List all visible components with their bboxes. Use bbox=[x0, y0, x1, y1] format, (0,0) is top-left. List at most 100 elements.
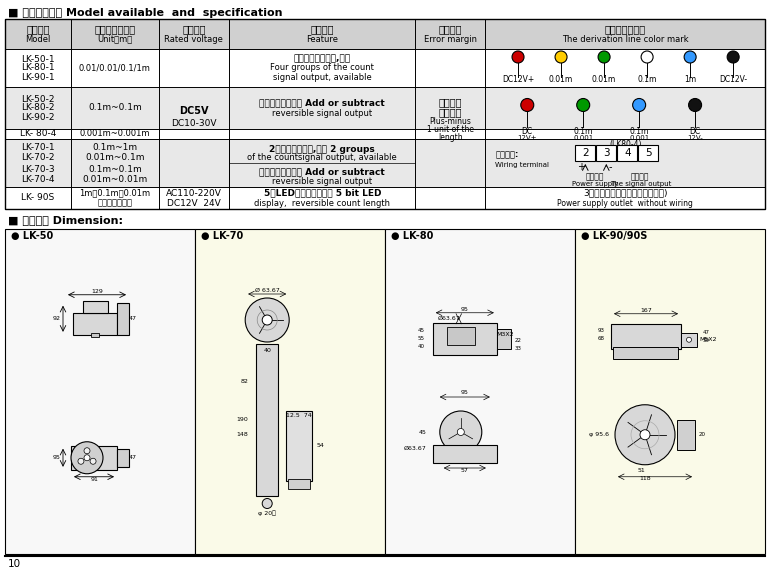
Text: 10: 10 bbox=[8, 559, 21, 569]
Text: LK-50-1: LK-50-1 bbox=[22, 55, 55, 64]
Bar bbox=[288, 479, 310, 488]
Text: 0.1m: 0.1m bbox=[629, 126, 649, 135]
Bar bbox=[485, 49, 765, 87]
Text: ■ 可供型号规格 Model available  and  specification: ■ 可供型号规格 Model available and specificati… bbox=[8, 8, 283, 18]
Text: Power supply outlet  without wiring: Power supply outlet without wiring bbox=[557, 199, 693, 207]
Text: 167: 167 bbox=[640, 308, 652, 313]
Text: 45: 45 bbox=[418, 328, 425, 333]
Text: 92: 92 bbox=[53, 316, 61, 321]
Text: 95: 95 bbox=[53, 455, 61, 460]
Text: The signal output: The signal output bbox=[610, 181, 671, 187]
Text: 0.001: 0.001 bbox=[573, 135, 594, 141]
Bar bbox=[195, 229, 385, 554]
Bar bbox=[5, 49, 71, 87]
Text: length: length bbox=[438, 134, 463, 142]
Bar bbox=[677, 420, 695, 450]
Text: 20: 20 bbox=[699, 432, 706, 437]
Text: 功能特点: 功能特点 bbox=[310, 24, 334, 34]
Text: Ø 63.67: Ø 63.67 bbox=[255, 288, 280, 293]
Text: LK-80-1: LK-80-1 bbox=[22, 64, 55, 72]
Text: ● LK-80: ● LK-80 bbox=[391, 231, 434, 241]
Text: LK-90-2: LK-90-2 bbox=[22, 113, 55, 122]
Circle shape bbox=[598, 51, 610, 63]
Bar bbox=[5, 87, 71, 129]
Text: Feature: Feature bbox=[306, 34, 338, 44]
Bar bbox=[159, 19, 229, 49]
Circle shape bbox=[684, 51, 696, 63]
Bar bbox=[71, 187, 159, 209]
Bar bbox=[415, 49, 485, 87]
Text: 5: 5 bbox=[645, 148, 651, 158]
Text: 1m: 1m bbox=[684, 76, 696, 84]
Text: display,  reversible count length: display, reversible count length bbox=[254, 199, 390, 207]
Bar bbox=[71, 87, 159, 129]
Text: 95: 95 bbox=[461, 307, 469, 312]
Bar bbox=[229, 187, 415, 209]
Bar bbox=[5, 229, 195, 554]
Bar bbox=[415, 139, 485, 187]
Text: 4: 4 bbox=[624, 148, 631, 158]
Bar bbox=[433, 323, 497, 355]
Circle shape bbox=[90, 458, 96, 464]
Circle shape bbox=[512, 51, 524, 63]
Text: LK-70-3: LK-70-3 bbox=[22, 165, 55, 173]
Text: 33: 33 bbox=[515, 346, 522, 351]
Bar bbox=[159, 187, 229, 209]
Text: 1m、0.1m、0.01m: 1m、0.1m、0.01m bbox=[79, 188, 150, 197]
Text: M3X2: M3X2 bbox=[496, 332, 514, 338]
Circle shape bbox=[457, 429, 464, 436]
Circle shape bbox=[521, 99, 534, 111]
Bar bbox=[229, 139, 415, 187]
Text: 3芯电源插只须通上电源即可计长): 3芯电源插只须通上电源即可计长) bbox=[583, 188, 668, 197]
Text: LK-70-2: LK-70-2 bbox=[22, 153, 55, 162]
Bar bbox=[575, 229, 765, 554]
Text: 精度误差: 精度误差 bbox=[439, 24, 462, 34]
Text: 0.001: 0.001 bbox=[629, 135, 649, 141]
Text: Power supply: Power supply bbox=[572, 181, 618, 187]
Text: 0.01m: 0.01m bbox=[549, 76, 573, 84]
Text: 22: 22 bbox=[515, 338, 522, 343]
Bar bbox=[385, 229, 575, 554]
Text: （订货时选定）: （订货时选定） bbox=[97, 199, 132, 207]
Text: 91: 91 bbox=[91, 477, 99, 482]
Bar bbox=[415, 129, 485, 139]
Text: of the countsignal output, available: of the countsignal output, available bbox=[247, 153, 397, 162]
Bar bbox=[91, 333, 99, 337]
Text: 12.5  74: 12.5 74 bbox=[286, 413, 312, 418]
Text: 电源电压: 电源电压 bbox=[182, 24, 206, 34]
Text: 0.1m~0.1m: 0.1m~0.1m bbox=[88, 103, 142, 113]
Circle shape bbox=[245, 298, 290, 342]
Text: 5位LED显示、可逆计长 5 bit LED: 5位LED显示、可逆计长 5 bit LED bbox=[263, 188, 381, 197]
Text: 引出线颜色标注: 引出线颜色标注 bbox=[604, 24, 646, 34]
Bar bbox=[73, 313, 117, 335]
Circle shape bbox=[633, 99, 645, 111]
Text: LK-70-4: LK-70-4 bbox=[22, 176, 55, 184]
Text: reversible signal output: reversible signal output bbox=[273, 177, 373, 187]
Text: 电源输入: 电源输入 bbox=[586, 173, 604, 181]
Circle shape bbox=[577, 99, 590, 111]
Bar bbox=[681, 333, 697, 347]
Text: -: - bbox=[608, 162, 612, 172]
Text: ● LK-90/90S: ● LK-90/90S bbox=[581, 231, 648, 241]
Bar bbox=[5, 19, 71, 49]
Text: M5X2: M5X2 bbox=[699, 338, 717, 342]
Bar bbox=[5, 187, 71, 209]
Text: 93: 93 bbox=[598, 328, 605, 333]
Text: DC: DC bbox=[689, 126, 701, 135]
Bar bbox=[5, 19, 765, 209]
Bar bbox=[159, 129, 229, 139]
Text: 190: 190 bbox=[236, 417, 248, 422]
Text: 47: 47 bbox=[129, 316, 137, 321]
Text: 1 unit of the: 1 unit of the bbox=[427, 126, 474, 134]
Text: 118: 118 bbox=[639, 476, 651, 481]
Text: +: + bbox=[578, 162, 585, 172]
Text: 0.1m: 0.1m bbox=[638, 76, 657, 84]
Text: Four groups of the count: Four groups of the count bbox=[270, 64, 374, 72]
Bar bbox=[611, 324, 681, 349]
Text: (LK80-4): (LK80-4) bbox=[609, 141, 641, 149]
Text: Ø63.67: Ø63.67 bbox=[437, 316, 460, 321]
Text: 加减可逆信号输出 Add or subtract: 加减可逆信号输出 Add or subtract bbox=[259, 168, 385, 176]
Circle shape bbox=[727, 51, 739, 63]
Text: 0.01m~0.1m: 0.01m~0.1m bbox=[85, 153, 145, 162]
Bar bbox=[71, 139, 159, 187]
